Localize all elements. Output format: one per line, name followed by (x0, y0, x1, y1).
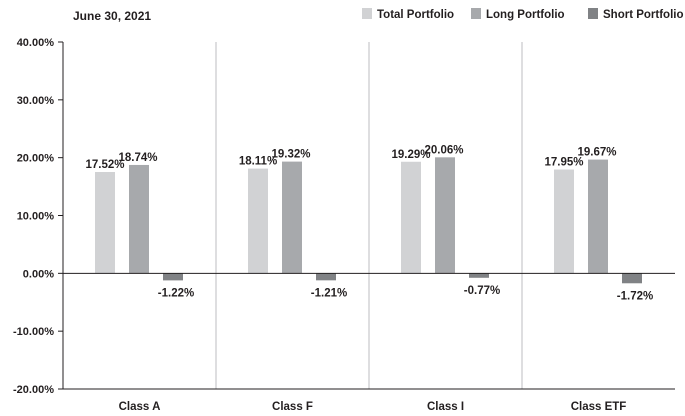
y-tick-label: 10.00% (17, 211, 55, 223)
bar-total-portfolio (554, 169, 574, 274)
chart-title: June 30, 2021 (73, 9, 151, 23)
legend: Total Portfolio Long Portfolio Short Portf… (362, 8, 684, 21)
y-tick-label: 40.00% (17, 37, 55, 49)
y-tick-label: 0.00% (23, 268, 54, 280)
x-tick-label: Class ETF (571, 401, 627, 413)
data-label: 18.74% (118, 152, 157, 164)
data-label: 19.32% (271, 149, 310, 161)
legend-label: Short Portfolio (603, 9, 684, 21)
bar-long-portfolio (435, 157, 455, 274)
data-label: -1.72% (617, 290, 653, 302)
x-tick-label: Class F (272, 401, 313, 413)
plot-area: 40.00% 30.00% 20.00% 10.00% 0.00% -10.00% -20.… (13, 37, 675, 413)
data-label: 19.29% (391, 149, 430, 161)
y-tick-label: 30.00% (17, 95, 55, 107)
data-label: 17.52% (85, 159, 124, 171)
data-label: -1.22% (158, 287, 194, 299)
data-label: -0.77% (464, 285, 500, 297)
data-label: 19.67% (577, 147, 616, 159)
bar-total-portfolio (95, 172, 115, 274)
y-tick-label: -20.00% (13, 384, 54, 396)
bar-short-portfolio (622, 273, 642, 284)
bar-total-portfolio (248, 168, 268, 274)
data-label: -1.21% (311, 287, 347, 299)
bar-long-portfolio (129, 164, 149, 274)
legend-label: Long Portfolio (486, 9, 565, 21)
y-tick-label: -10.00% (13, 326, 54, 338)
data-label: 18.11% (239, 156, 277, 168)
bar-long-portfolio (588, 159, 608, 274)
bar-total-portfolio (401, 161, 421, 274)
bar-short-portfolio (469, 273, 489, 278)
data-label: 20.06% (424, 144, 463, 156)
legend-swatch (588, 8, 598, 19)
x-tick-label: Class A (119, 401, 161, 413)
legend-swatch (471, 8, 481, 19)
data-label: 17.95% (544, 157, 583, 169)
bar-long-portfolio (282, 161, 302, 274)
legend-label: Total Portfolio (377, 9, 454, 21)
legend-swatch (362, 8, 372, 19)
bar-short-portfolio (163, 273, 183, 281)
bar-short-portfolio (316, 273, 336, 281)
y-tick-label: 20.00% (17, 153, 55, 165)
x-tick-label: Class I (427, 401, 464, 413)
